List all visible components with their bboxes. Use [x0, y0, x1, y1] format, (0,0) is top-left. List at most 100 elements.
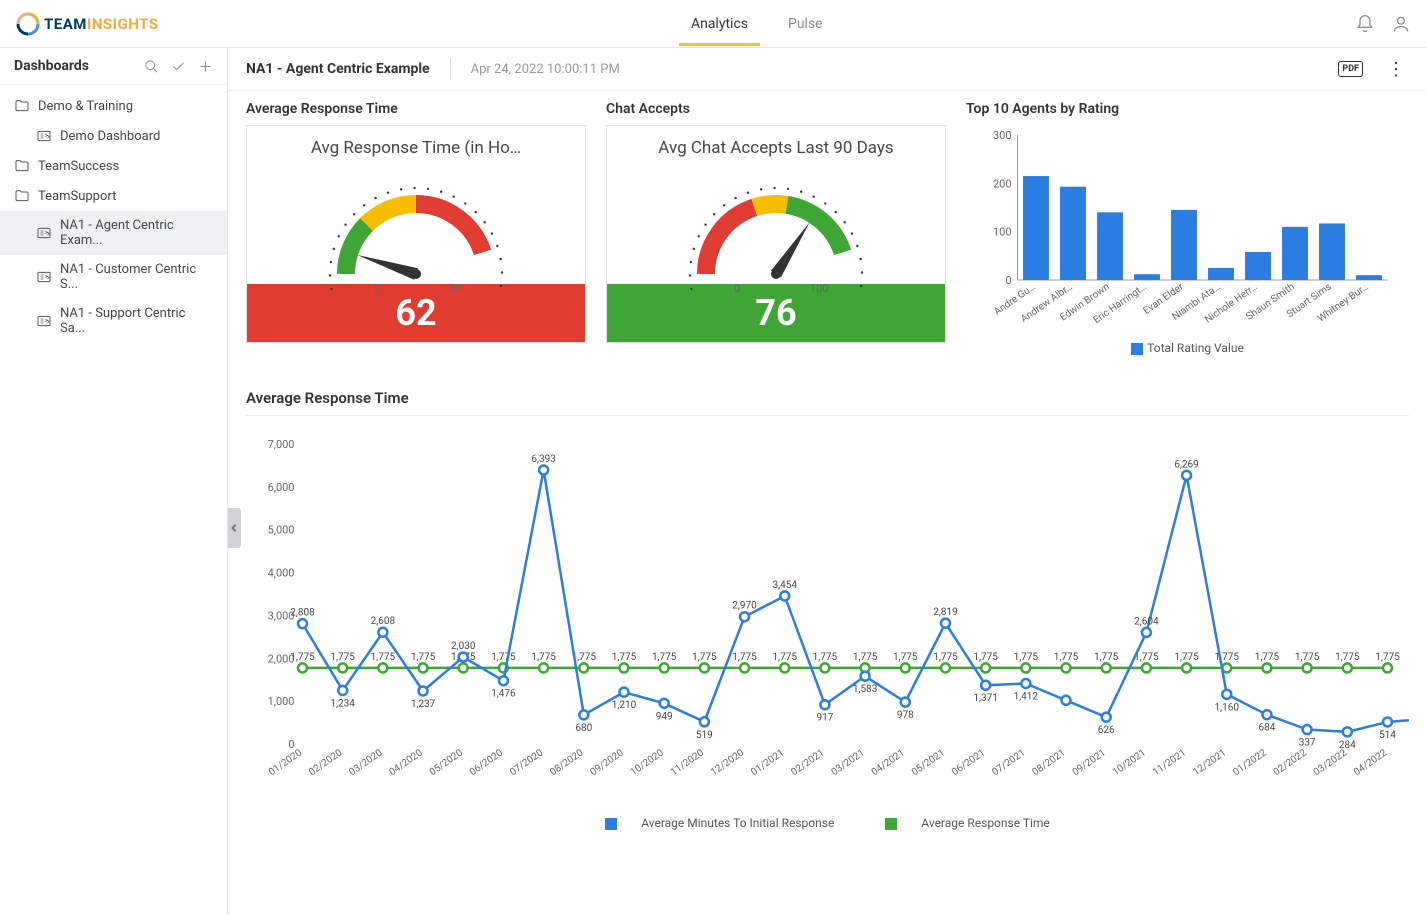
svg-text:03/2022: 03/2022 [1312, 747, 1350, 778]
svg-text:04/2021: 04/2021 [870, 747, 907, 778]
sidebar-item[interactable]: Demo Dashboard [0, 121, 227, 151]
dashboard-icon [36, 313, 52, 329]
svg-text:1,775: 1,775 [772, 652, 797, 663]
svg-text:1,775: 1,775 [1174, 652, 1199, 663]
logo[interactable]: TEAMINSIGHTS [16, 12, 159, 36]
svg-text:0: 0 [288, 738, 294, 751]
svg-text:07/2021: 07/2021 [990, 747, 1027, 778]
svg-text:0: 0 [734, 282, 740, 294]
svg-text:337: 337 [1299, 738, 1316, 749]
svg-text:1,775: 1,775 [1094, 652, 1119, 663]
sidebar-item[interactable]: NA1 - Customer Centric S... [0, 255, 227, 299]
content-header: NA1 - Agent Centric Example Apr 24, 2022… [228, 48, 1427, 91]
svg-text:100: 100 [810, 282, 829, 294]
svg-text:300: 300 [993, 129, 1012, 142]
svg-text:1,775: 1,775 [1295, 652, 1320, 663]
svg-text:2,030: 2,030 [451, 641, 476, 652]
gauge-chart: 040 [286, 164, 546, 294]
sidebar-item-label: NA1 - Support Centric Sa... [60, 306, 213, 336]
svg-text:6,000: 6,000 [268, 481, 295, 494]
svg-text:1,775: 1,775 [612, 652, 637, 663]
nav-tab-analytics[interactable]: Analytics [687, 2, 752, 46]
svg-text:04/2020: 04/2020 [387, 747, 425, 778]
nav-tab-pulse[interactable]: Pulse [784, 2, 827, 46]
panel-avg-response-time: Average Response Time Avg Response Time … [246, 101, 586, 355]
svg-text:02/2021: 02/2021 [789, 747, 826, 778]
svg-text:12/2020: 12/2020 [709, 747, 747, 778]
svg-text:40: 40 [450, 282, 462, 294]
panel-title: Average Response Time [246, 101, 586, 117]
bar-legend: Total Rating Value [966, 341, 1409, 355]
sidebar-item[interactable]: NA1 - Support Centric Sa... [0, 299, 227, 343]
svg-text:1,160: 1,160 [1215, 702, 1240, 713]
svg-text:519: 519 [696, 730, 713, 741]
svg-text:1,775: 1,775 [1134, 652, 1159, 663]
svg-text:1,234: 1,234 [330, 698, 355, 709]
bell-icon[interactable] [1355, 14, 1375, 34]
dashboard-title: NA1 - Agent Centric Example [246, 61, 430, 77]
timestamp: Apr 24, 2022 10:00:11 PM [471, 62, 620, 77]
svg-text:1,775: 1,775 [853, 652, 878, 663]
svg-text:10/2021: 10/2021 [1111, 747, 1148, 778]
svg-text:02/2020: 02/2020 [307, 747, 345, 778]
folder-icon [14, 98, 30, 114]
line-chart: 01,0002,0003,0004,0005,0006,0007,0001,77… [246, 424, 1409, 804]
svg-text:6,393: 6,393 [531, 454, 555, 465]
svg-text:2,970: 2,970 [732, 601, 757, 612]
svg-text:917: 917 [816, 713, 833, 724]
svg-text:1,775: 1,775 [1054, 652, 1079, 663]
svg-text:01/2022: 01/2022 [1231, 747, 1269, 778]
sidebar-item[interactable]: Demo & Training [0, 91, 227, 121]
svg-text:1,775: 1,775 [330, 652, 355, 663]
svg-text:1,210: 1,210 [612, 700, 637, 711]
svg-text:1,412: 1,412 [1014, 691, 1039, 702]
logo-mark-icon [16, 12, 40, 36]
sidebar-item[interactable]: NA1 - Agent Centric Exam... [0, 211, 227, 255]
more-menu-button[interactable]: ⋮ [1383, 59, 1409, 80]
svg-text:7,000: 7,000 [268, 438, 295, 451]
dashboard-icon [36, 269, 52, 285]
plus-icon[interactable] [198, 59, 213, 74]
sidebar-tree: Demo & Training Demo Dashboard TeamSuccess… [0, 85, 227, 349]
sidebar-title: Dashboards [14, 58, 136, 74]
export-pdf-button[interactable]: PDF [1338, 61, 1363, 77]
svg-text:4,000: 4,000 [268, 567, 295, 580]
svg-text:1,775: 1,775 [371, 652, 396, 663]
svg-text:1,775: 1,775 [491, 652, 516, 663]
svg-text:07/2020: 07/2020 [508, 747, 546, 778]
svg-text:04/2022: 04/2022 [1352, 747, 1390, 778]
svg-text:06/2021: 06/2021 [950, 747, 987, 778]
panel-chat-accepts: Chat Accepts Avg Chat Accepts Last 90 Da… [606, 101, 946, 355]
dashboard-icon [36, 128, 52, 144]
svg-text:08/2020: 08/2020 [548, 747, 586, 778]
sidebar-collapse-handle[interactable] [228, 508, 241, 548]
sidebar-item[interactable]: TeamSuccess [0, 151, 227, 181]
check-icon[interactable] [171, 59, 186, 74]
svg-text:1,000: 1,000 [268, 695, 295, 708]
svg-text:03/2020: 03/2020 [347, 747, 385, 778]
svg-text:09/2020: 09/2020 [588, 747, 626, 778]
logo-text-team: TEAM [44, 15, 87, 33]
svg-text:0: 0 [1005, 274, 1011, 287]
sidebar-item[interactable]: TeamSupport [0, 181, 227, 211]
svg-text:1,775: 1,775 [692, 652, 717, 663]
svg-text:100: 100 [993, 226, 1012, 239]
gauge-subtitle: Avg Chat Accepts Last 90 Days [615, 138, 937, 158]
svg-text:11/2020: 11/2020 [669, 747, 707, 778]
panel-top-agents: Top 10 Agents by Rating 0100200300Andre … [966, 101, 1409, 355]
svg-text:2,608: 2,608 [371, 616, 396, 627]
sidebar-item-label: Demo & Training [38, 99, 133, 114]
panel-title: Top 10 Agents by Rating [966, 101, 1409, 117]
user-icon[interactable] [1391, 14, 1411, 34]
panel-title: Chat Accepts [606, 101, 946, 117]
search-icon[interactable] [144, 59, 159, 74]
svg-text:200: 200 [993, 177, 1012, 190]
svg-text:1,775: 1,775 [1014, 652, 1039, 663]
sidebar-item-label: TeamSuccess [38, 159, 119, 174]
svg-text:05/2021: 05/2021 [910, 747, 947, 778]
sidebar-item-label: Demo Dashboard [60, 129, 160, 144]
svg-text:1,775: 1,775 [1255, 652, 1280, 663]
gauge-chart: 0 100 [646, 164, 906, 294]
svg-text:1,775: 1,775 [732, 652, 757, 663]
svg-text:09/2021: 09/2021 [1071, 747, 1108, 778]
